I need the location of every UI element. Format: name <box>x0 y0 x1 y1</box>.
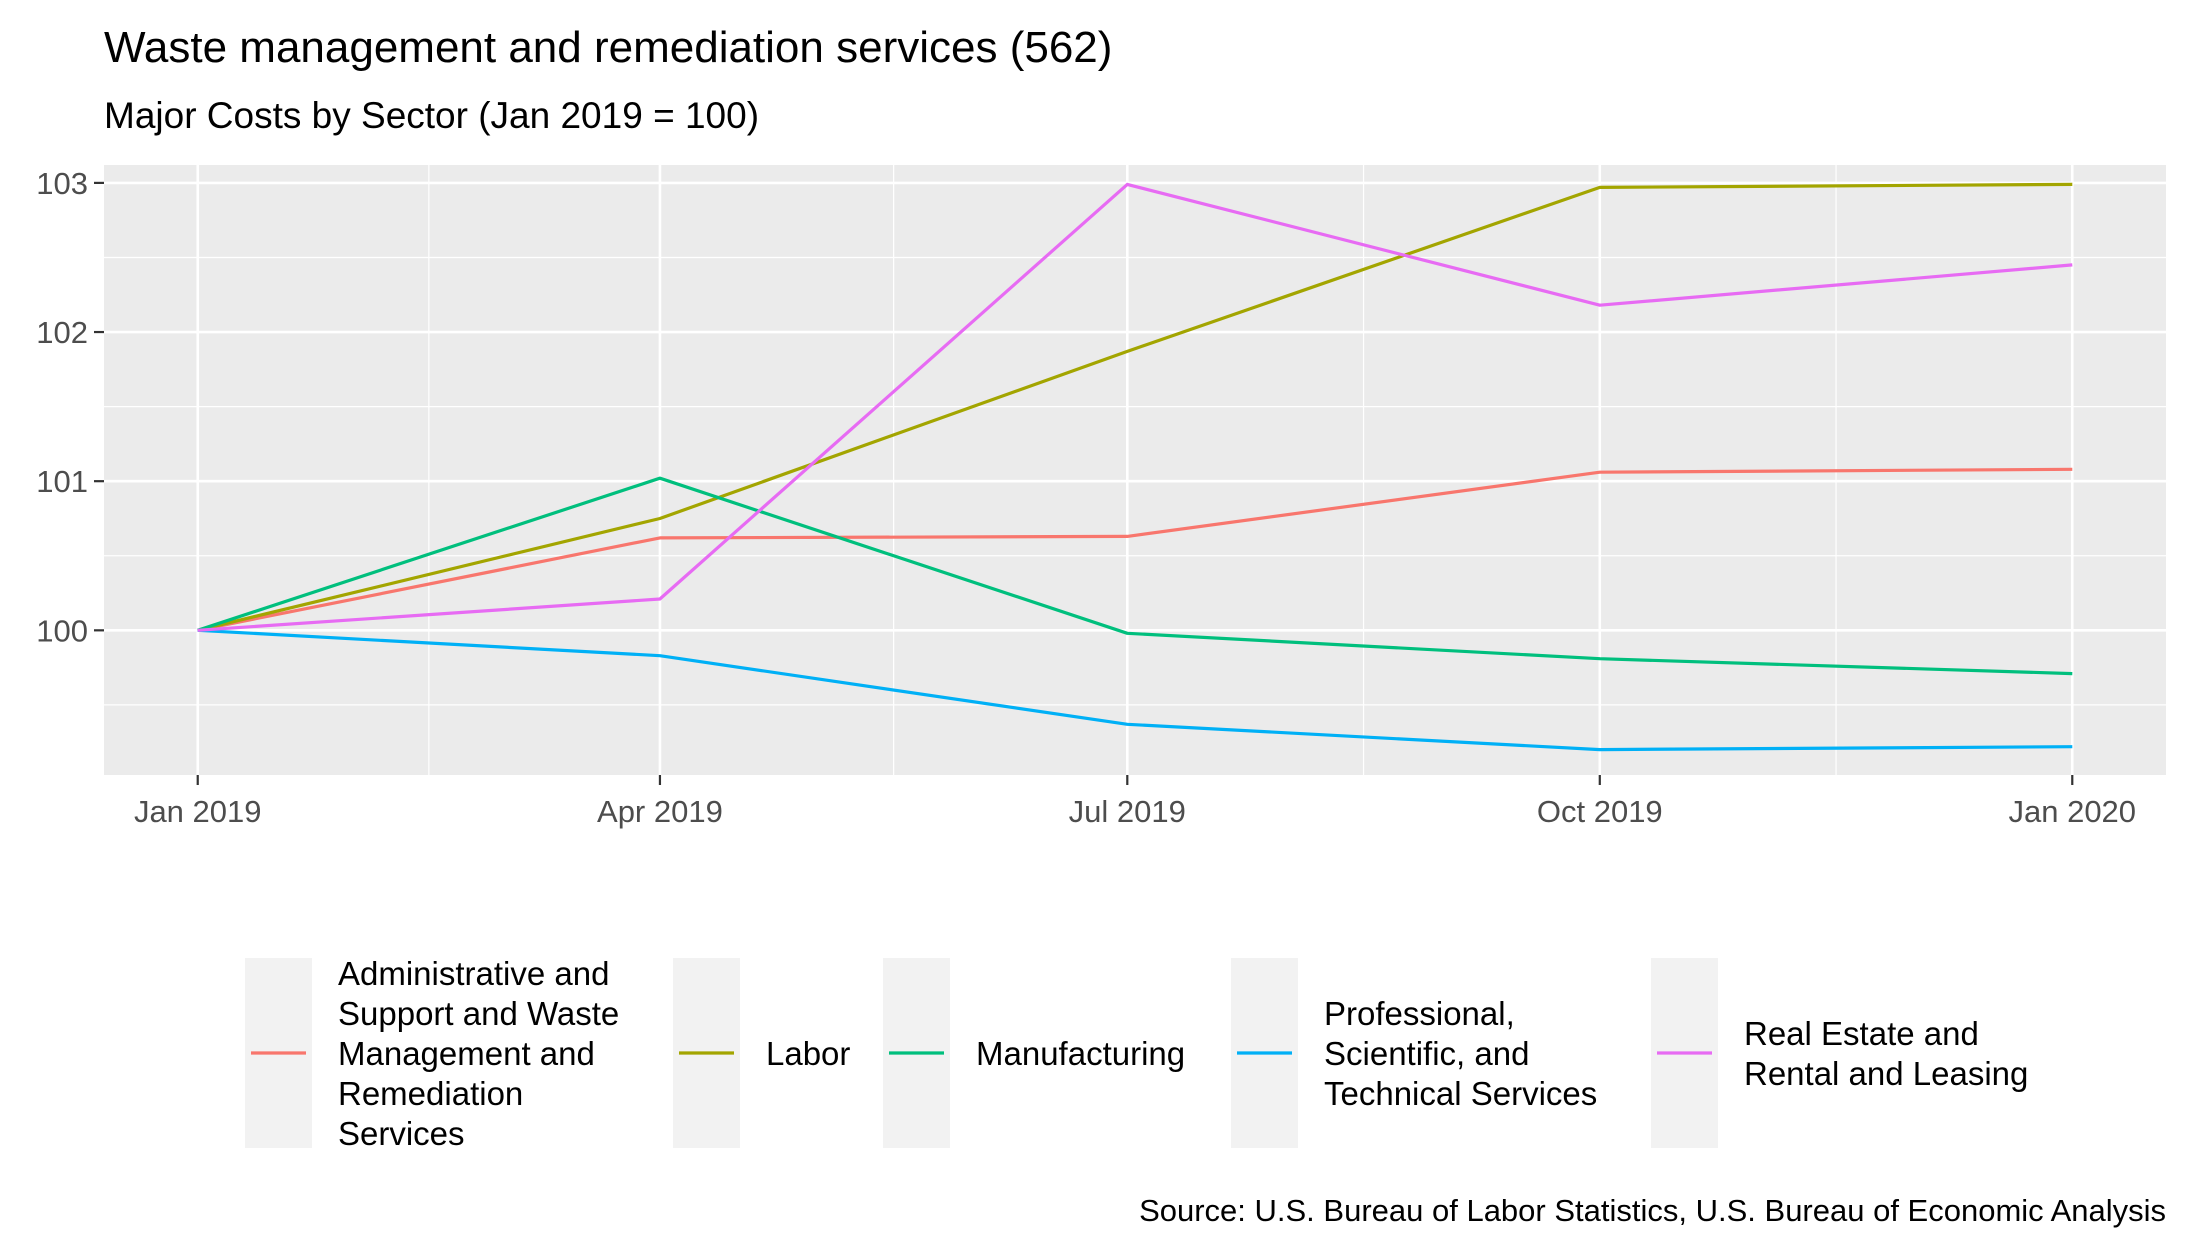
legend-label-1: Administrative and Support and Waste Manag… <box>338 955 619 1152</box>
y-tick-label: 102 <box>36 315 88 350</box>
y-tick-label: 101 <box>36 464 88 499</box>
chart-caption: Source: U.S. Bureau of Labor Statistics,… <box>1139 1193 2166 1228</box>
series-line-5 <box>197 182 2073 632</box>
legend-label-3: Manufacturing <box>976 1035 1185 1072</box>
legend-label-2: Labor <box>766 1035 850 1072</box>
y-tick-label: 100 <box>36 613 88 648</box>
x-tick-label: Oct 2019 <box>1537 794 1663 829</box>
chart-subtitle: Major Costs by Sector (Jan 2019 = 100) <box>104 95 759 136</box>
legend: Administrative and Support and Waste Manag… <box>245 955 2028 1152</box>
series-line-4 <box>197 628 2073 752</box>
x-tick-label: Jan 2020 <box>2008 794 2136 829</box>
grid-minor <box>104 165 2166 775</box>
series-line-3 <box>197 476 2073 676</box>
x-tick-label: Jul 2019 <box>1069 794 1186 829</box>
legend-label-4: Professional, Scientific, and Technical Se… <box>1324 995 1597 1112</box>
series-line-1 <box>197 467 2073 632</box>
y-tick-label: 103 <box>36 166 88 201</box>
series-line-2 <box>197 182 2073 632</box>
legend-label-5: Real Estate and Rental and Leasing <box>1744 1015 2028 1092</box>
x-tick-label: Jan 2019 <box>134 794 262 829</box>
grid-major <box>104 165 2166 775</box>
series-lines <box>197 182 2073 752</box>
x-tick-label: Apr 2019 <box>597 794 723 829</box>
chart-title: Waste management and remediation service… <box>104 23 1112 72</box>
axes: Jan 2019 Apr 2019 Jul 2019 Oct 2019 Jan 2020… <box>36 166 2136 829</box>
